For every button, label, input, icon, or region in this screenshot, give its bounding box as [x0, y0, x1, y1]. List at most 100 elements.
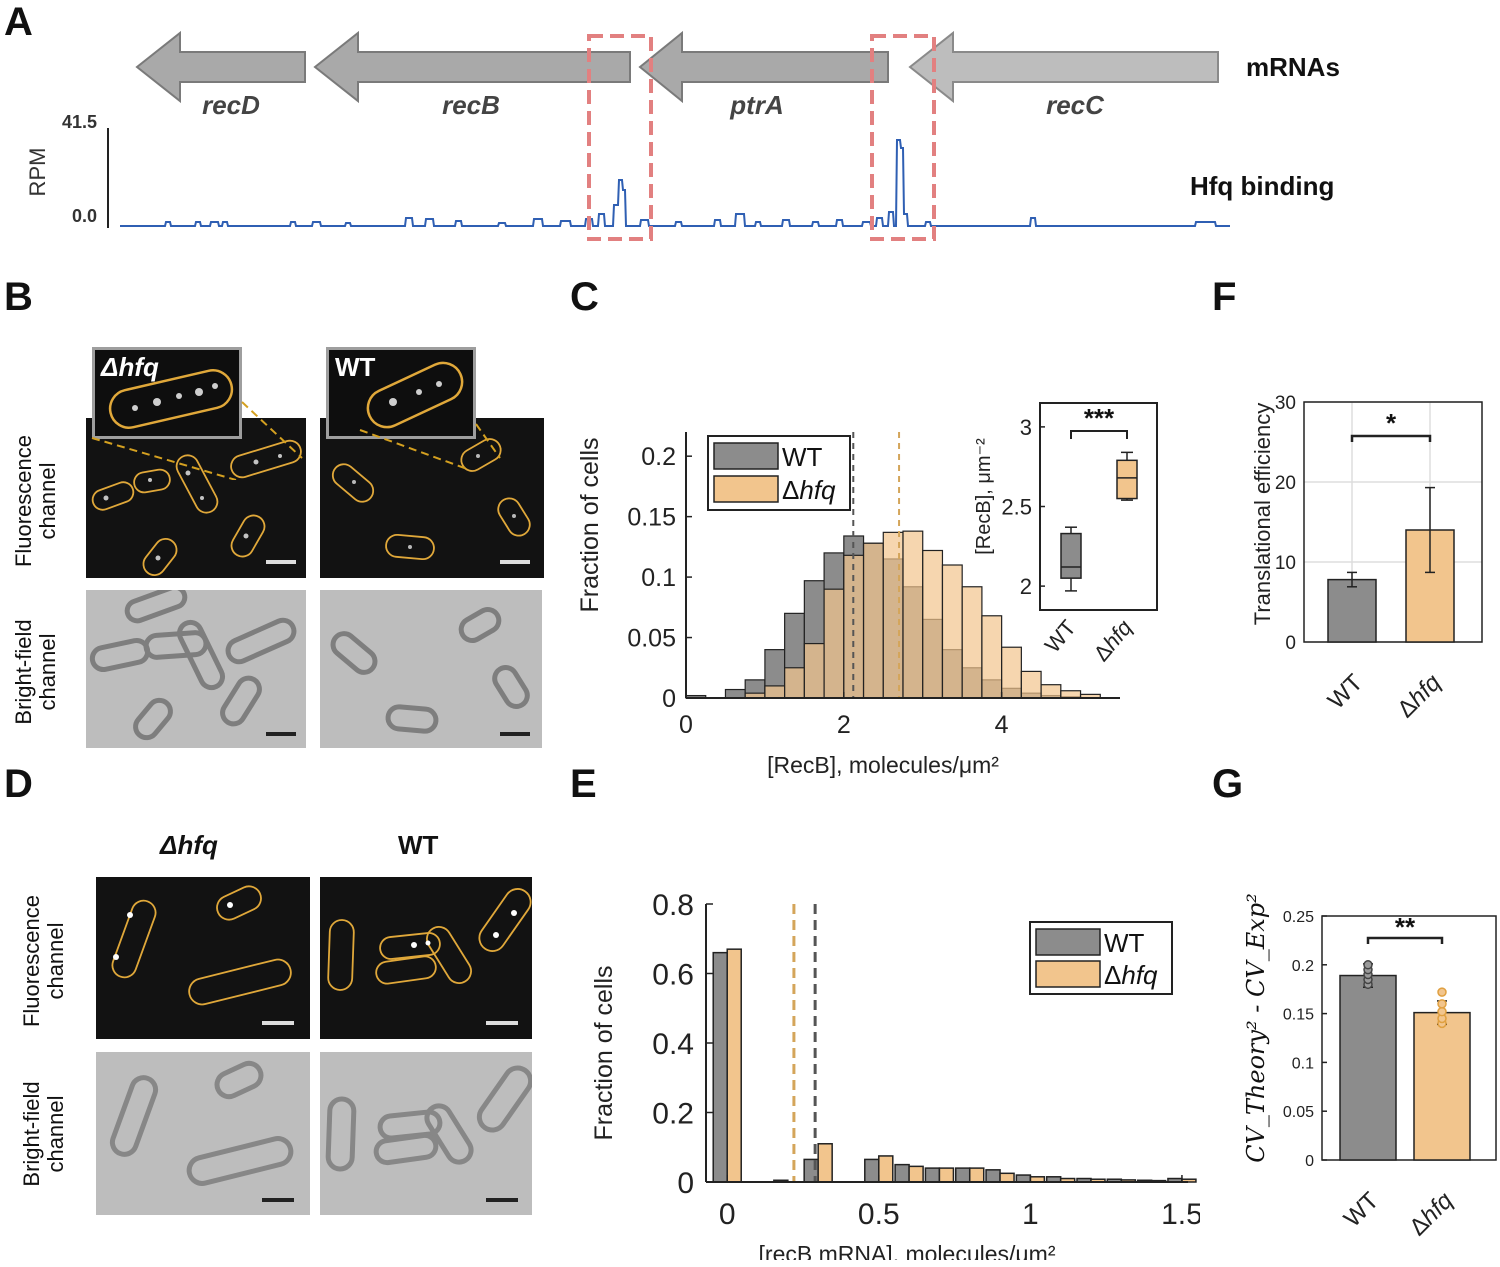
bar-hfq: [862, 542, 884, 699]
bar-wt: [864, 1158, 880, 1183]
bar-hfq: [1001, 646, 1022, 699]
x-tick-label: 1: [1022, 1198, 1039, 1231]
bar-hfq: [817, 1143, 833, 1183]
panel-letter-c: C: [570, 275, 599, 319]
inset-y-tick-label: 3: [1020, 415, 1032, 440]
row-label-line: Bright-field: [11, 619, 36, 725]
y-tick-label: 20: [1275, 473, 1296, 494]
chart-g-plot: WT Δhfq 0 0.05 0.1 0.15 0.2 0.25 CV_Theory² - CV…: [1242, 893, 1497, 1241]
row-label-line: channel: [43, 922, 68, 1000]
y-tick-label: 0.2: [641, 443, 676, 471]
panel-letter-a: A: [4, 0, 33, 44]
chart-g-cv-difference: WT Δhfq 0 0.05 0.1 0.15 0.2 0.25 CV_Theory² - CV…: [1242, 893, 1497, 1241]
y-tick-label: 0.8: [652, 889, 694, 922]
micrograph-b-wt-fluorescence: [320, 418, 544, 578]
bar-hfq: [1020, 670, 1042, 699]
gene-label-recd: recD: [202, 90, 260, 120]
chart-c-axes: 0 0.05 0.1 0.15 0.2 0 2 4 Fraction of cells [RecB…: [576, 432, 1120, 778]
hfq-peak-box-2: [870, 34, 936, 241]
category-label: Δhfq: [1404, 1187, 1458, 1241]
panel-d-col-wt: WT: [398, 830, 439, 860]
row-label-line: channel: [35, 633, 60, 711]
x-axis-label: [recB mRNA], molecules/μm²: [759, 1241, 1056, 1260]
y-tick-label: 0.2: [652, 1098, 694, 1131]
bar-wt: [924, 1167, 941, 1183]
chart-c-inset-boxplot: 2 2.5 3 [RecB], μm⁻² WT Δhfq ***: [973, 402, 1158, 666]
inset-b-wt: WT: [326, 347, 476, 439]
y-tick-label: 0: [1285, 633, 1296, 654]
data-point: [1363, 960, 1373, 970]
chart-c-recb-histogram: 0 0.05 0.1 0.15 0.2 0 2 4 Fraction of cells [RecB…: [576, 402, 1158, 778]
zoom-lines-b-hfq: [91, 401, 303, 480]
y-tick-label: 0.15: [1283, 1007, 1314, 1024]
plot-frame: [1321, 915, 1497, 1161]
panel-a-gene-track: recD recB ptrA recC mRNAs Hfq binding 41…: [25, 30, 1340, 241]
bar-hfq: [878, 1155, 894, 1183]
bar-wt: [1015, 1174, 1032, 1183]
bar-hfq: [803, 642, 825, 699]
bar-wt: [724, 688, 746, 699]
y-tick-label: 30: [1275, 393, 1296, 414]
category-label: WT: [1323, 669, 1369, 715]
panel-b-bright-row-label: Bright-field channel: [11, 592, 64, 752]
micrograph-d-wt-fluorescence: [320, 877, 532, 1039]
category-label: Δhfq: [1392, 669, 1446, 723]
chart-e-mrna-histogram: 0 0.2 0.4 0.6 0.8 0 0.5 1 1.5 Fraction of cells [r…: [590, 889, 1200, 1260]
data-point: [1437, 987, 1447, 997]
micrograph-b-hfq-fluorescence: [86, 418, 306, 578]
y-tick-label: 0.6: [652, 959, 694, 992]
significance-bracket: [1366, 936, 1444, 944]
gene-label-recc: recC: [1046, 90, 1105, 120]
micrograph-d-wt-brightfield: [320, 1052, 532, 1215]
micrograph-b-wt-brightfield: [320, 590, 542, 748]
chart-c-bars: [685, 432, 1101, 699]
significance-label: **: [1395, 912, 1416, 942]
y-axis-label: Fraction of cells: [576, 437, 604, 612]
y-axis-label: Fraction of cells: [590, 965, 618, 1140]
bar-hfq: [902, 530, 924, 699]
category-label: WT: [1339, 1187, 1385, 1233]
bar-hfq: [908, 1165, 924, 1183]
bar-hfq: [1060, 690, 1082, 699]
panel-letter-b: B: [4, 275, 33, 319]
gene-arrow-recd: [135, 30, 306, 104]
inset-box: [1060, 532, 1082, 579]
panel-letter-g: G: [1212, 762, 1244, 806]
inset-box: [1116, 459, 1138, 500]
hfq-binding-track: [120, 139, 1230, 227]
significance-label: *: [1386, 408, 1397, 438]
bar-wt: [1327, 578, 1377, 643]
hfq-peak-box-1: [587, 34, 653, 241]
bar-hfq: [968, 1167, 985, 1183]
legend-swatch: [1035, 928, 1101, 956]
rpm-max-label: 41.5: [62, 112, 97, 132]
x-tick-label: 2: [837, 711, 851, 739]
x-tick-label: 1.5: [1161, 1198, 1200, 1231]
bar-hfq: [784, 667, 805, 699]
bar-hfq: [941, 564, 963, 699]
panel-letter-e: E: [570, 762, 597, 806]
panel-letter-d: D: [4, 762, 33, 806]
x-axis-label: [RecB], molecules/μm²: [767, 752, 999, 778]
x-tick-label: 0: [679, 711, 693, 739]
chart-e-axes: 0 0.2 0.4 0.6 0.8 0 0.5 1 1.5 Fraction of cells [r…: [590, 889, 1200, 1260]
y-tick-label: 10: [1275, 553, 1296, 574]
inset-y-tick-label: 2: [1020, 574, 1032, 599]
inset-significance-label: ***: [1084, 403, 1115, 433]
bar-hfq: [922, 549, 944, 699]
significance-bracket: [1350, 434, 1432, 442]
inset-label-hfq: Δhfq: [101, 352, 159, 382]
bar-hfq: [999, 1172, 1015, 1183]
data-point: [1437, 999, 1447, 1009]
bar-hfq: [726, 948, 742, 1183]
bar-hfq: [981, 615, 1003, 699]
bar-wt: [985, 1169, 1001, 1183]
bar-wt: [954, 1167, 971, 1183]
gene-arrow-ptra: [638, 30, 889, 104]
plot-frame: [1303, 401, 1483, 643]
x-tick-label: 0: [719, 1198, 736, 1231]
